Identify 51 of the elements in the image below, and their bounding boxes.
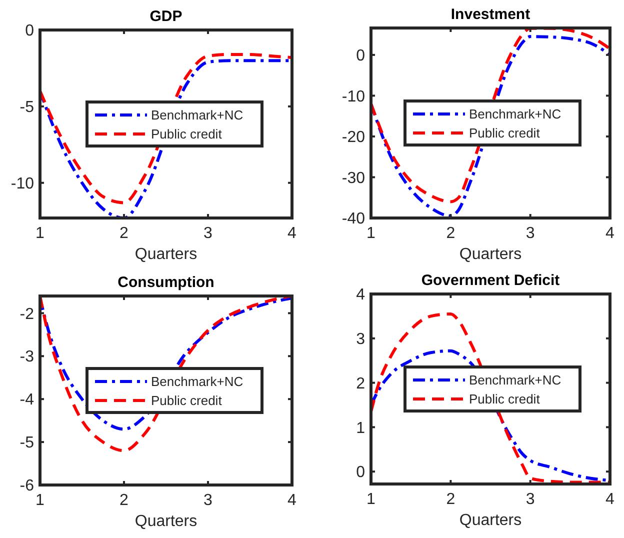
chart-title: Government Deficit [421, 272, 560, 289]
y-tick-label: 0 [356, 464, 366, 482]
y-tick-label: -5 [20, 99, 34, 116]
x-tick-label: 4 [288, 225, 297, 242]
legend-label: Benchmark+NC [151, 108, 244, 123]
line-series [371, 312, 610, 484]
chart-title: Consumption [118, 274, 214, 291]
x-tick-label: 1 [366, 225, 376, 242]
y-tick-label: 4 [356, 286, 366, 304]
legend-label: Public credit [151, 393, 222, 408]
y-tick-label: -2 [20, 306, 34, 323]
y-tick-label: -5 [20, 434, 34, 452]
x-tick-label: 2 [446, 491, 456, 508]
y-tick-label: 0 [356, 48, 366, 65]
x-tick-label: 1 [36, 492, 45, 509]
y-tick-label: -30 [342, 170, 366, 187]
legend-label: Benchmark+NC [469, 372, 562, 388]
x-tick-label: 1 [366, 491, 376, 508]
y-tick-label: 3 [356, 330, 366, 348]
legend-label: Public credit [469, 392, 540, 407]
y-tick-label: -40 [342, 210, 366, 228]
y-tick-label: -10 [342, 88, 366, 106]
y-tick-label: 0 [25, 22, 34, 40]
chart-title: Investment [450, 6, 530, 23]
legend-label: Benchmark+NC [151, 374, 244, 390]
x-tick-label: 4 [288, 492, 297, 509]
x-tick-label: 3 [526, 225, 535, 242]
x-tick-label: 3 [204, 492, 213, 509]
y-tick-label: -6 [20, 478, 34, 495]
y-tick-label: -4 [20, 392, 34, 409]
legend-label: Benchmark+NC [469, 106, 562, 122]
y-tick-label: -10 [10, 175, 34, 192]
legend-label: Public credit [151, 126, 222, 142]
y-tick-label: 2 [356, 375, 366, 392]
y-tick-label: 1 [356, 420, 366, 437]
x-axis-title: Quarters [459, 512, 522, 529]
legend-label: Public credit [469, 126, 540, 141]
x-tick-label: 4 [606, 491, 615, 508]
y-tick-label: -20 [342, 129, 366, 146]
x-axis-title: Quarters [134, 513, 198, 530]
chart-title: GDP [150, 8, 182, 25]
x-tick-label: 2 [120, 492, 129, 509]
x-tick-label: 3 [204, 225, 213, 242]
x-tick-label: 3 [526, 491, 535, 508]
x-tick-label: 1 [36, 225, 45, 242]
y-tick-label: -3 [20, 348, 34, 366]
x-axis-title: Quarters [134, 246, 198, 263]
x-tick-label: 2 [120, 225, 129, 242]
x-tick-label: 4 [606, 225, 615, 242]
x-axis-title: Quarters [459, 246, 522, 263]
x-tick-label: 2 [446, 225, 456, 242]
